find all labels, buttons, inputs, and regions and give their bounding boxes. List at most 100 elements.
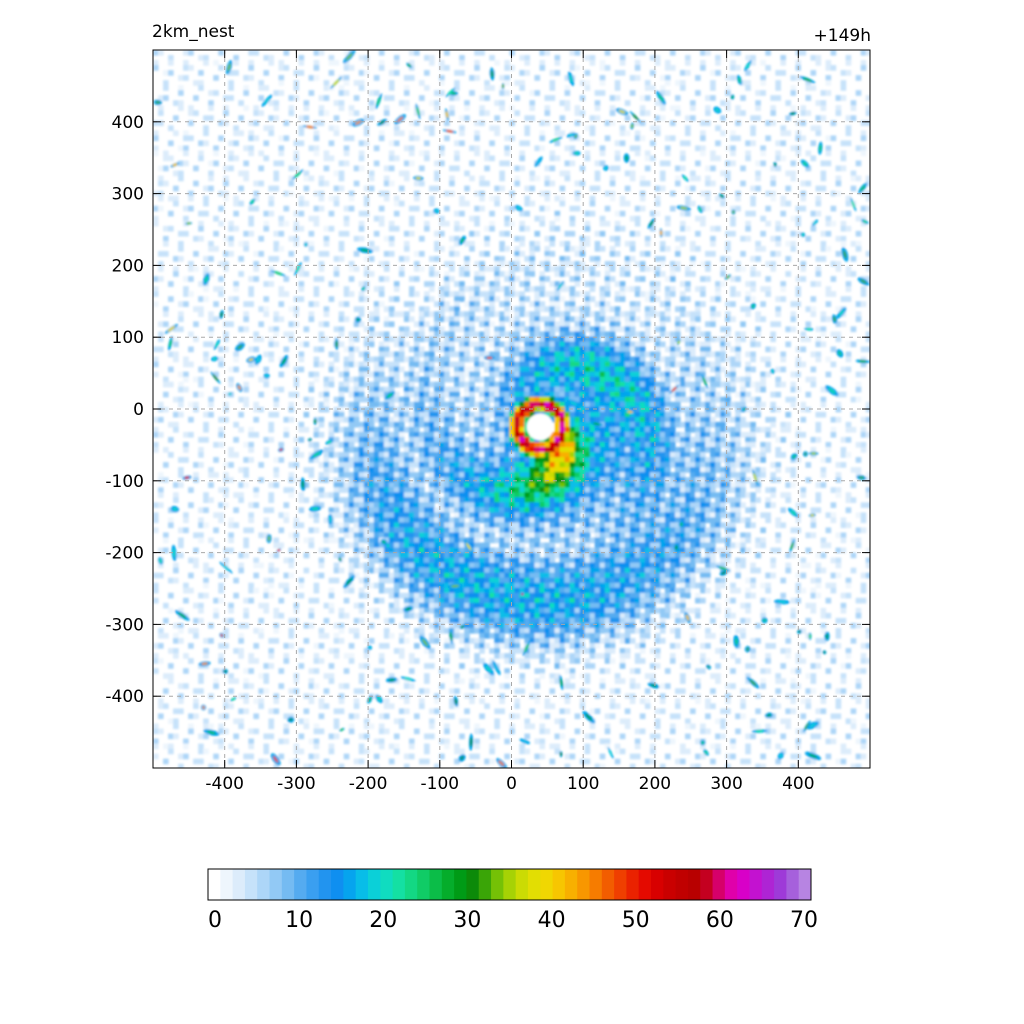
field-cell (474, 306, 480, 312)
field-cell (815, 341, 822, 348)
field-cell (408, 60, 415, 66)
field-cell (614, 416, 621, 423)
field-cell (559, 431, 566, 438)
field-cell (579, 261, 586, 267)
field-cell (740, 381, 746, 388)
field-cell (609, 416, 616, 423)
field-cell (574, 376, 581, 383)
field-cell (810, 140, 817, 147)
field-cell (664, 65, 671, 71)
field-cell (564, 100, 571, 106)
field-cell (163, 85, 169, 91)
field-cell (398, 472, 405, 478)
field-cell (429, 442, 435, 448)
field-cell (770, 401, 776, 408)
field-cell (243, 371, 249, 378)
field-cell (680, 80, 686, 86)
field-cell (323, 472, 330, 478)
field-cell (830, 361, 837, 368)
field-cell (248, 130, 254, 137)
field-cell (669, 477, 676, 483)
field-cell (228, 240, 234, 247)
field-cell (765, 276, 771, 282)
field-cell (770, 336, 776, 343)
field-cell (388, 376, 395, 383)
field-cell (825, 356, 832, 363)
field-cell (559, 472, 566, 478)
field-cell (338, 230, 345, 237)
field-cell (820, 311, 827, 317)
field-cell (715, 55, 721, 61)
field-cell (569, 381, 576, 388)
field-cell (659, 381, 666, 388)
field-cell (378, 442, 385, 448)
field-cell (695, 477, 701, 483)
field-cell (664, 311, 671, 317)
field-cell (690, 271, 696, 277)
field-cell (373, 472, 380, 478)
field-cell (223, 321, 229, 328)
field-cell (208, 100, 214, 106)
field-cell (278, 80, 285, 86)
field-cell (664, 416, 671, 423)
field-cell (599, 472, 606, 478)
field-cell (348, 426, 355, 433)
field-cell (444, 291, 450, 297)
field-cell (745, 437, 751, 443)
field-cell (489, 220, 495, 227)
field-cell (424, 70, 430, 76)
field-cell (569, 60, 576, 66)
field-cell (484, 416, 490, 423)
field-cell (393, 381, 400, 388)
field-cell (313, 346, 320, 353)
field-cell (263, 225, 270, 232)
field-cell (248, 442, 254, 448)
field-cell (534, 331, 541, 338)
field-cell (208, 115, 214, 121)
field-cell (700, 65, 706, 71)
field-cell (745, 70, 751, 76)
field-cell (363, 266, 370, 272)
field-cell (790, 381, 797, 388)
field-cell (323, 225, 330, 232)
field-cell (529, 200, 536, 207)
field-cell (459, 376, 465, 383)
field-cell (403, 240, 410, 247)
field-cell (474, 421, 480, 428)
field-cell (564, 376, 571, 383)
field-cell (735, 416, 741, 423)
field-cell (549, 155, 556, 162)
field-cell (619, 70, 626, 76)
field-cell (403, 376, 410, 383)
field-cell (820, 401, 827, 408)
field-cell (614, 95, 621, 101)
field-cell (373, 462, 380, 468)
field-cell (680, 220, 686, 227)
field-cell (514, 431, 520, 438)
field-cell (815, 266, 822, 272)
field-cell (604, 50, 611, 56)
field-cell (644, 376, 651, 383)
field-cell (659, 406, 666, 413)
field-cell (383, 351, 390, 358)
field-cell (629, 321, 636, 328)
field-cell (268, 256, 275, 262)
field-cell (378, 291, 385, 297)
field-cell (659, 442, 666, 448)
field-cell (654, 195, 661, 202)
field-cell (584, 472, 591, 478)
field-cell (685, 371, 691, 378)
field-cell (725, 175, 731, 182)
field-cell (363, 70, 370, 76)
field-cell (524, 356, 531, 363)
field-cell (790, 85, 797, 91)
field-cell (840, 155, 847, 162)
field-cell (408, 205, 415, 212)
field-cell (564, 246, 571, 252)
field-cell (243, 386, 249, 393)
field-cell (499, 256, 505, 262)
field-cell (203, 426, 209, 433)
field-cell (544, 467, 551, 473)
field-cell (664, 437, 671, 443)
field-cell (534, 386, 541, 393)
